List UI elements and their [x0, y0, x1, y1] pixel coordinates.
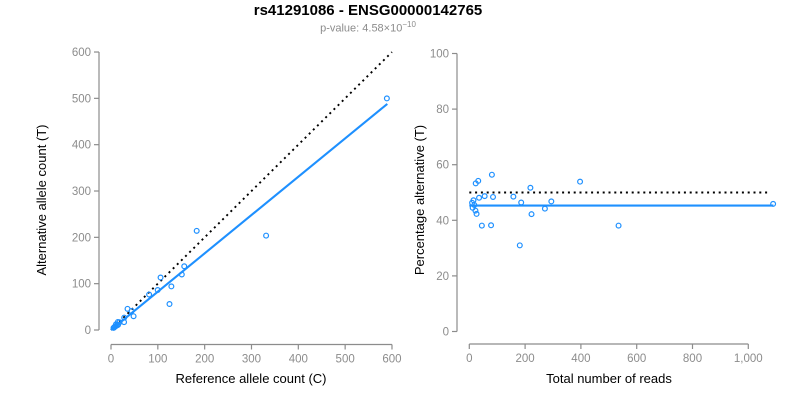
y-tick-label: 300 — [72, 186, 91, 198]
data-point — [157, 274, 164, 281]
x-axis-label: Total number of reads — [546, 371, 672, 386]
data-point — [577, 178, 584, 185]
data-point — [146, 291, 153, 298]
data-point — [121, 314, 128, 321]
data-point — [166, 301, 173, 308]
y-tick-label: 200 — [72, 232, 91, 244]
x-axis-label: Reference allele count (C) — [175, 371, 326, 386]
data-point — [516, 242, 523, 249]
data-point — [263, 232, 270, 239]
pvalue-exponent: −10 — [402, 20, 416, 29]
pvalue-subtitle: p-value: 4.58×10−10 — [0, 20, 736, 35]
data-point — [471, 202, 478, 209]
y-tick-label: 100 — [430, 49, 449, 61]
y-tick-label: 0 — [85, 325, 91, 337]
y-axis-label: Percentage alternative (T) — [412, 125, 427, 275]
x-tick-label: 500 — [336, 354, 355, 366]
y-tick-label: 60 — [436, 160, 449, 172]
y-tick-label: 40 — [436, 215, 449, 227]
data-point — [490, 193, 497, 200]
y-axis-label: Alternative allele count (T) — [34, 124, 49, 275]
page-title: rs41291086 - ENSG00000142765 — [253, 2, 483, 19]
y-tick-label: 20 — [436, 271, 449, 283]
data-point — [548, 198, 555, 205]
data-point — [178, 271, 185, 278]
data-point — [475, 177, 482, 184]
x-tick-label: 100 — [148, 354, 167, 366]
fit-line — [110, 103, 388, 331]
y-tick-label: 100 — [72, 279, 91, 291]
data-point — [181, 263, 188, 270]
x-tick-label: 200 — [195, 354, 214, 366]
data-point — [615, 222, 622, 229]
allele-counts-scatter: 0 100 200 300 400 500 600 0 100 200 300 400 500 600 Re… — [34, 47, 402, 386]
y-tick-label: 80 — [436, 104, 449, 116]
x-tick-label: 600 — [627, 353, 646, 365]
x-tick-label: 400 — [571, 353, 590, 365]
x-tick-label: 800 — [683, 353, 702, 365]
data-point — [770, 200, 777, 207]
y-tick-label: 0 — [443, 327, 449, 339]
y-tick-label: 600 — [72, 47, 91, 59]
data-point — [481, 193, 488, 200]
data-point — [168, 283, 175, 290]
data-point — [518, 199, 525, 206]
data-point — [472, 207, 479, 214]
x-tick-label: 200 — [516, 353, 535, 365]
x-tick-label: 300 — [242, 354, 261, 366]
data-point — [193, 227, 200, 234]
data-point — [541, 205, 548, 212]
x-tick-label: 400 — [289, 354, 308, 366]
data-point — [528, 211, 535, 218]
data-point — [130, 313, 137, 320]
data-point — [473, 210, 480, 217]
data-point — [527, 184, 534, 191]
x-tick-label: 1,000 — [734, 353, 763, 365]
pvalue-text: p-value: 4.58×10 — [320, 22, 403, 35]
data-point — [488, 171, 495, 178]
data-point — [383, 95, 390, 102]
data-point — [510, 193, 517, 200]
y-tick-label: 400 — [72, 140, 91, 152]
identity-line — [110, 51, 393, 331]
data-point — [488, 222, 495, 229]
data-point — [128, 307, 135, 314]
x-tick-label: 600 — [382, 354, 401, 366]
x-tick-label: 0 — [108, 354, 114, 366]
y-tick-label: 500 — [72, 93, 91, 105]
data-point — [478, 222, 485, 229]
percentage-vs-reads-scatter: 0 20 40 60 80 100 0 200 400 600 800 1,000 Total numb… — [412, 49, 777, 386]
data-point — [154, 287, 161, 294]
data-point — [476, 194, 483, 201]
x-tick-label: 0 — [466, 353, 472, 365]
